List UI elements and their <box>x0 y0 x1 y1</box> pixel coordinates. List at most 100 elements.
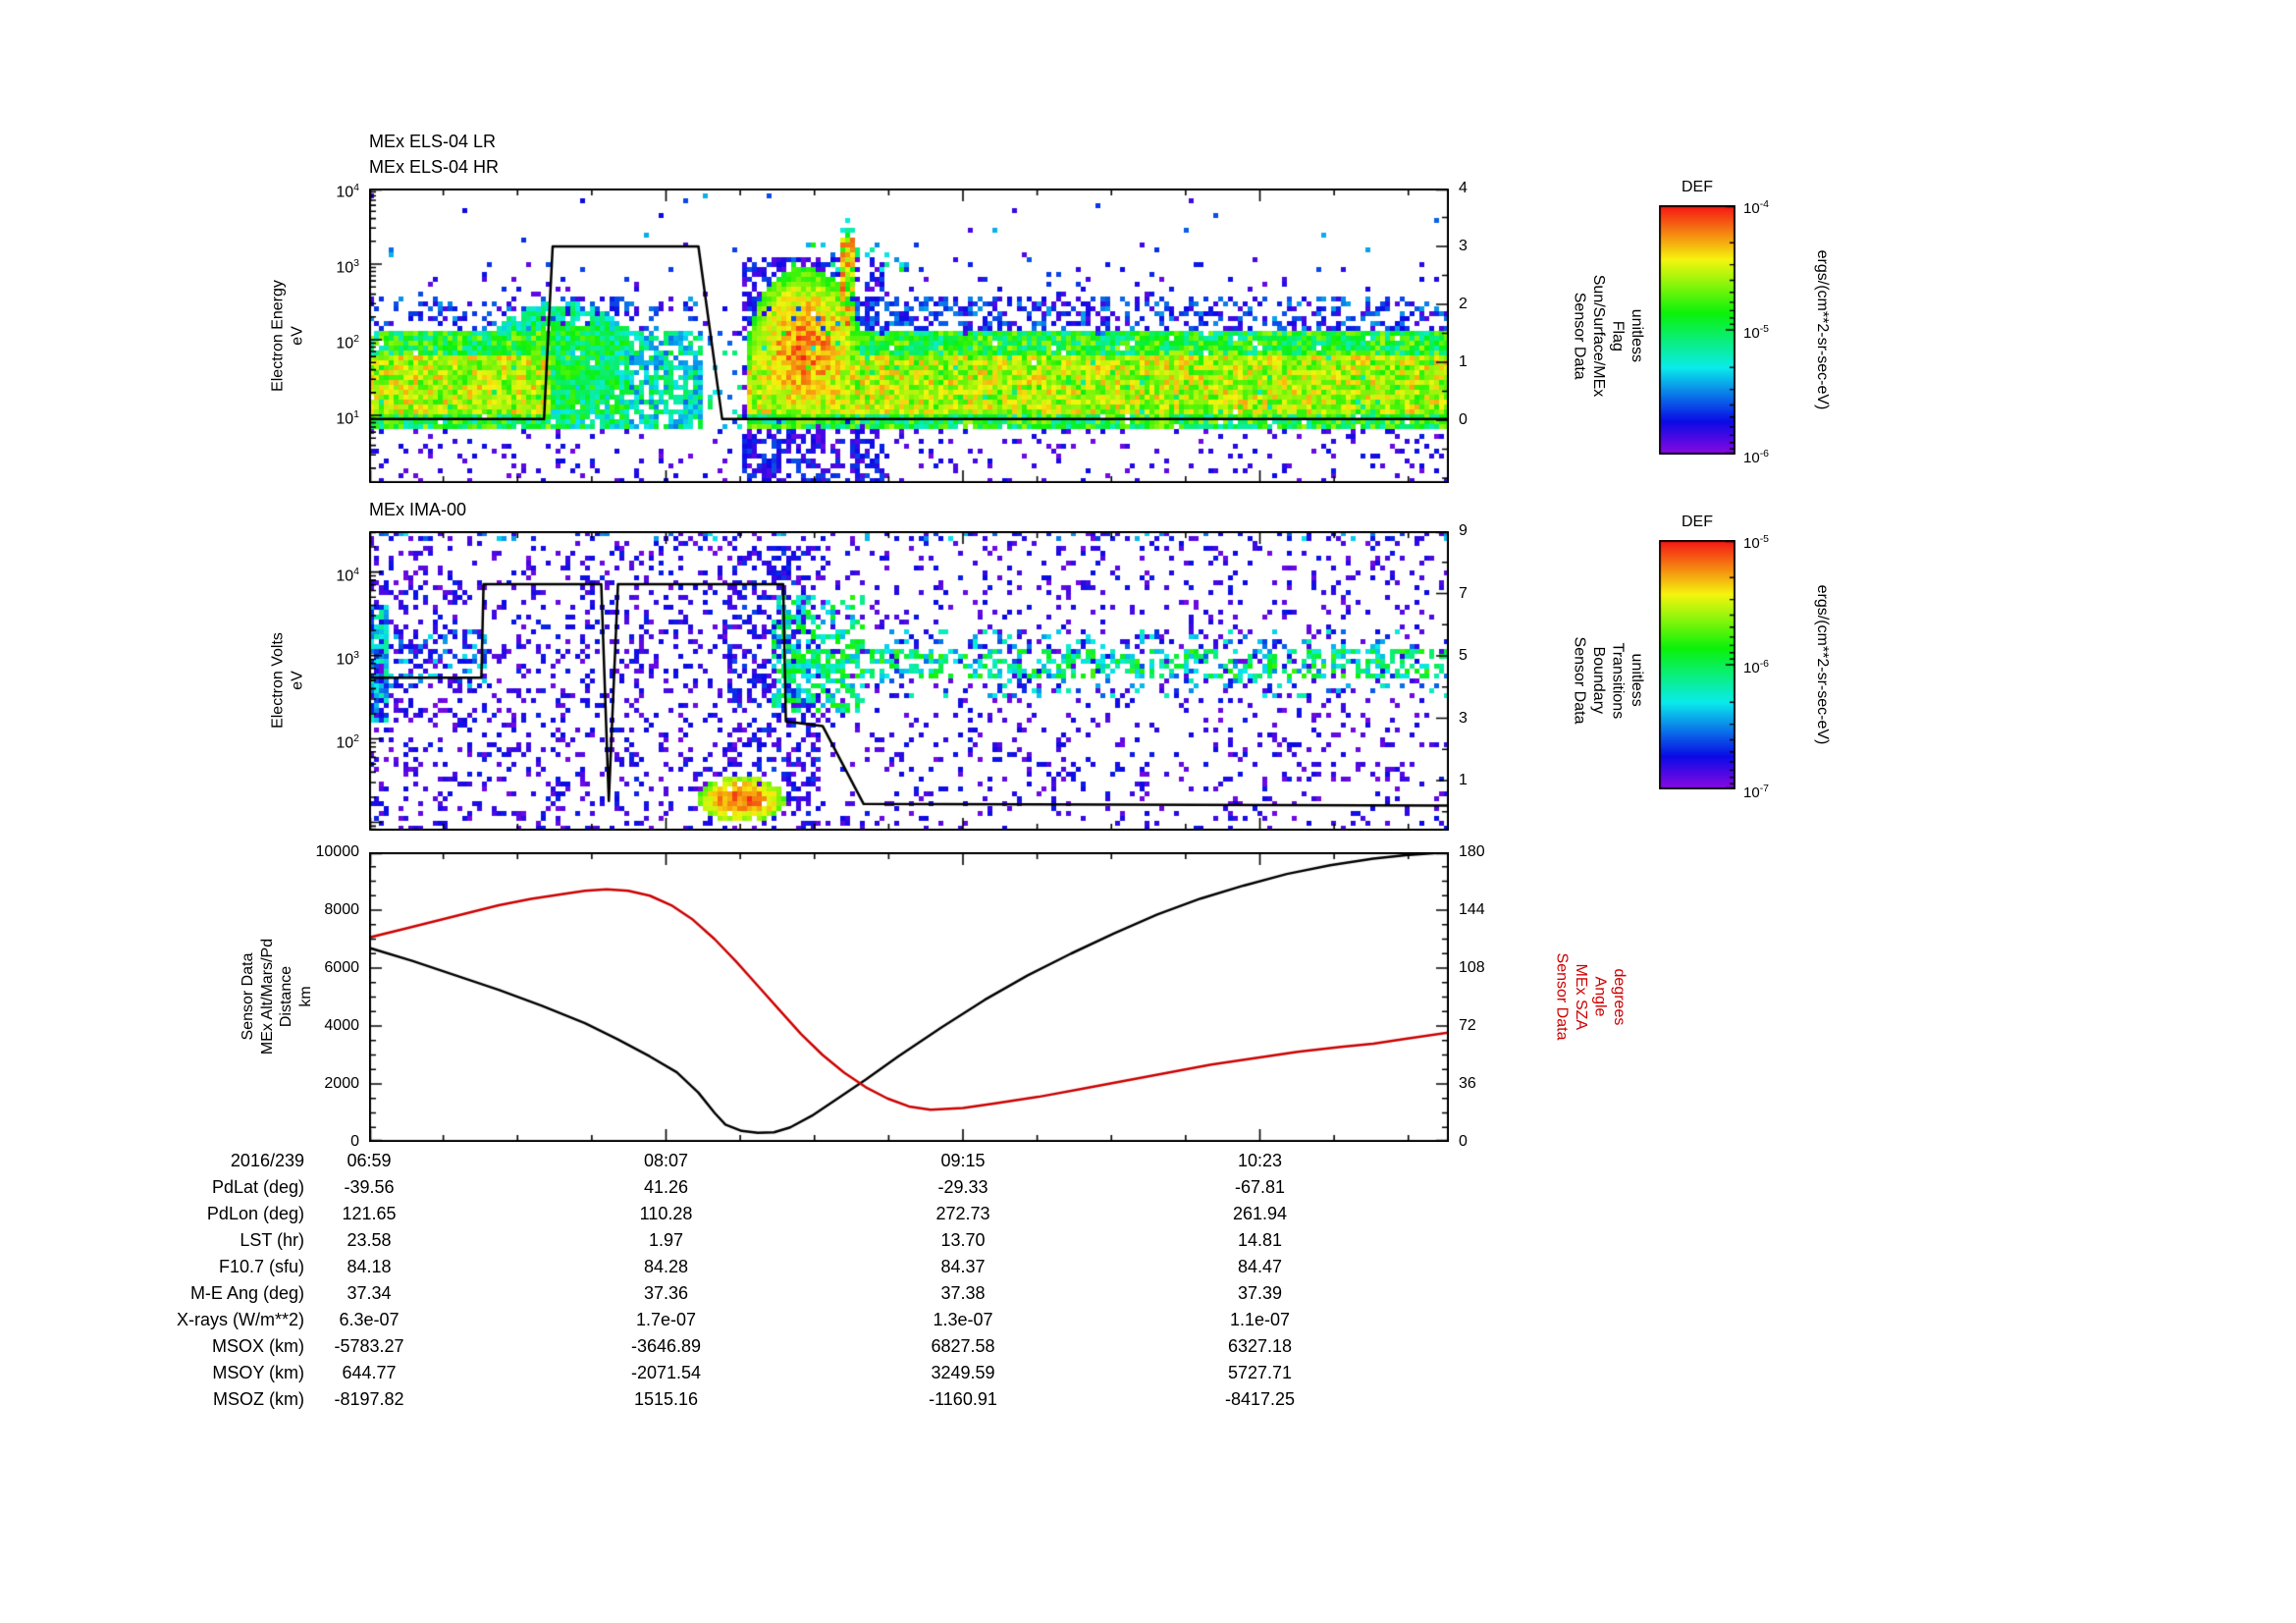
table-cell: 14.81 <box>1237 1230 1283 1250</box>
els-rtick-label: 0 <box>1459 411 1468 428</box>
table-cell: -3646.89 <box>630 1336 702 1356</box>
table-cell: 37.39 <box>1237 1283 1283 1303</box>
table-row-label: LST (hr) <box>240 1230 304 1250</box>
eph-rtick-label: 72 <box>1459 1017 1476 1034</box>
table-cell: 110.28 <box>639 1204 693 1223</box>
eph-rtick-label: 144 <box>1459 901 1485 918</box>
table-row-label: PdLat (deg) <box>211 1177 304 1197</box>
els-ytick-label: 102 <box>336 333 359 352</box>
table-cell: -8197.82 <box>334 1389 404 1409</box>
table-cell: 37.36 <box>643 1283 689 1303</box>
ephemeris-chart-canvas <box>369 852 1449 1142</box>
table-cell: 644.77 <box>342 1363 397 1382</box>
els-right-axis-label: Sensor Data Sun/Surface/MEx Flag unitles… <box>1571 274 1646 398</box>
table-cell: 1515.16 <box>633 1389 699 1409</box>
ima-y-axis-label: Electron Volts eV <box>269 632 305 729</box>
els-spectrogram-canvas <box>369 189 1449 483</box>
eph-rtick-label: 108 <box>1459 959 1485 976</box>
ima-right-axis-label: Sensor Data Boundary Transitions unitles… <box>1571 636 1646 725</box>
table-row-label: PdLon (deg) <box>206 1204 304 1223</box>
ima-spectrogram-canvas <box>369 531 1449 831</box>
eph-ytick-label: 8000 <box>324 901 359 918</box>
ima-ytick-label: 103 <box>336 648 359 668</box>
table-cell: 37.34 <box>347 1283 392 1303</box>
table-row-label: M-E Ang (deg) <box>189 1283 304 1303</box>
els-ytick-label: 104 <box>336 182 359 201</box>
ima-rtick-label: 1 <box>1459 772 1468 788</box>
els-rtick-label: 3 <box>1459 238 1468 254</box>
eph-ytick-label: 0 <box>350 1133 359 1150</box>
table-cell: 84.18 <box>347 1257 392 1276</box>
table-cell: 6327.18 <box>1227 1336 1293 1356</box>
table-cell: 3249.59 <box>931 1363 995 1382</box>
table-cell: 1.97 <box>648 1230 684 1250</box>
eph-rtick-label: 0 <box>1459 1133 1468 1150</box>
table-cell: 1.7e-07 <box>635 1310 697 1329</box>
colorbar-tick-label: 10-5 <box>1743 323 1770 342</box>
table-cell: 261.94 <box>1232 1204 1288 1223</box>
table-cell: -39.56 <box>344 1177 395 1197</box>
ima-rtick-label: 7 <box>1459 584 1468 602</box>
table-cell: 84.28 <box>643 1257 689 1276</box>
eph-ytick-label: 2000 <box>324 1075 359 1092</box>
els-rtick-label: 2 <box>1459 296 1468 312</box>
table-cell: 6.3e-07 <box>339 1310 400 1329</box>
table-cell: -5783.27 <box>334 1336 404 1356</box>
colorbar-tick-label: 10-6 <box>1743 658 1770 676</box>
table-row-label: X-rays (W/m**2) <box>177 1310 304 1329</box>
eph-ytick-label: 10000 <box>315 843 360 860</box>
table-row-label: MSOX (km) <box>212 1336 304 1356</box>
table-cell: 5727.71 <box>1227 1363 1293 1382</box>
ima-rtick-label: 9 <box>1459 522 1468 539</box>
table-cell: -2071.54 <box>630 1363 702 1382</box>
colorbar-tick-label: 10-5 <box>1743 533 1770 552</box>
eph-rtick-label: 36 <box>1459 1075 1476 1092</box>
table-cell: 23.58 <box>347 1230 392 1250</box>
eph-ytick-label: 6000 <box>324 959 359 976</box>
eph-y-axis-label: Sensor Data MEx Alt/Mars/Pd Distance km <box>239 938 314 1055</box>
table-cell: 84.47 <box>1237 1257 1283 1276</box>
colorbar-tick-label: 10-4 <box>1743 198 1770 217</box>
els-y-axis-label: Electron Energy eV <box>269 280 305 392</box>
table-cell: 84.37 <box>940 1257 986 1276</box>
els-rtick-label: 1 <box>1459 353 1468 370</box>
table-row-label: MSOZ (km) <box>213 1389 304 1409</box>
colorbar-els-units: ergs/(cm**2-sr-sec-eV) <box>1813 249 1831 410</box>
table-cell: 06:59 <box>347 1151 392 1170</box>
colorbar-tick-label: 10-7 <box>1743 783 1770 801</box>
table-cell: 272.73 <box>935 1204 990 1223</box>
ima-rtick-label: 5 <box>1459 647 1468 664</box>
table-cell: 13.70 <box>940 1230 986 1250</box>
els-title-hr: MEx ELS-04 HR <box>369 157 500 177</box>
table-cell: 09:15 <box>940 1151 986 1170</box>
table-cell: 10:23 <box>1237 1151 1283 1170</box>
ima-title: MEx IMA-00 <box>369 500 467 519</box>
table-cell: 41.26 <box>643 1177 689 1197</box>
table-cell: 1.1e-07 <box>1229 1310 1291 1329</box>
eph-right-axis-label: Sensor Data MEx SZA Angle degrees <box>1553 952 1629 1041</box>
els-ytick-label: 101 <box>336 408 359 428</box>
table-cell: 37.38 <box>940 1283 986 1303</box>
ima-rtick-label: 3 <box>1459 709 1468 727</box>
table-cell: 08:07 <box>643 1151 689 1170</box>
ima-ytick-label: 102 <box>336 731 359 751</box>
table-cell: 1.3e-07 <box>933 1310 993 1329</box>
colorbar-els <box>1659 205 1735 455</box>
table-row-label: MSOY (km) <box>212 1363 304 1382</box>
table-row-label: 2016/239 <box>230 1151 304 1170</box>
colorbar-ima-title: DEF <box>1682 514 1713 530</box>
colorbar-ima-units: ergs/(cm**2-sr-sec-eV) <box>1813 584 1831 745</box>
table-cell: -29.33 <box>937 1177 988 1197</box>
eph-rtick-label: 180 <box>1459 843 1485 860</box>
table-cell: -8417.25 <box>1224 1389 1296 1409</box>
table-cell: -1160.91 <box>929 1389 997 1409</box>
table-row-label: F10.7 (sfu) <box>218 1257 304 1276</box>
table-cell: 121.65 <box>342 1204 397 1223</box>
els-ytick-label: 103 <box>336 257 359 277</box>
els-title-lr: MEx ELS-04 LR <box>369 132 497 151</box>
els-rtick-label: 4 <box>1459 180 1468 196</box>
colorbar-ima <box>1659 540 1735 789</box>
table-cell: 6827.58 <box>931 1336 995 1356</box>
table-cell: -67.81 <box>1234 1177 1286 1197</box>
